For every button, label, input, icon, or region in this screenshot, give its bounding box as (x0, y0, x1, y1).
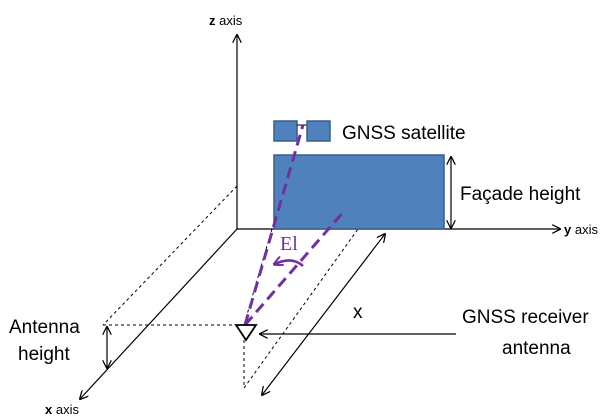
x-axis-line (80, 228, 238, 399)
antenna-height-label-line2: height (18, 344, 70, 365)
signal-path-to-satellite (243, 124, 305, 326)
distance-label: x (353, 302, 363, 323)
elevation-label: El (280, 233, 298, 255)
receiver-antenna-icon (234, 324, 258, 342)
satellite-icon (273, 120, 331, 142)
x-axis-label: x axis (45, 402, 79, 417)
z-axis-label: z axis (209, 13, 243, 28)
y-axis-label: y axis (564, 222, 598, 237)
facade-height-label: Façade height (460, 184, 581, 205)
elevation-angle-arc (275, 260, 304, 267)
facade-block (273, 154, 445, 230)
antenna-height-label-line1: Antenna (9, 317, 80, 338)
receiver-label-line1: GNSS receiver (462, 307, 589, 328)
signal-path-horizontal-projection (243, 209, 347, 326)
receiver-label-line2: antenna (502, 338, 571, 359)
distance-x-arrow (262, 234, 385, 395)
satellite-label: GNSS satellite (342, 123, 466, 144)
